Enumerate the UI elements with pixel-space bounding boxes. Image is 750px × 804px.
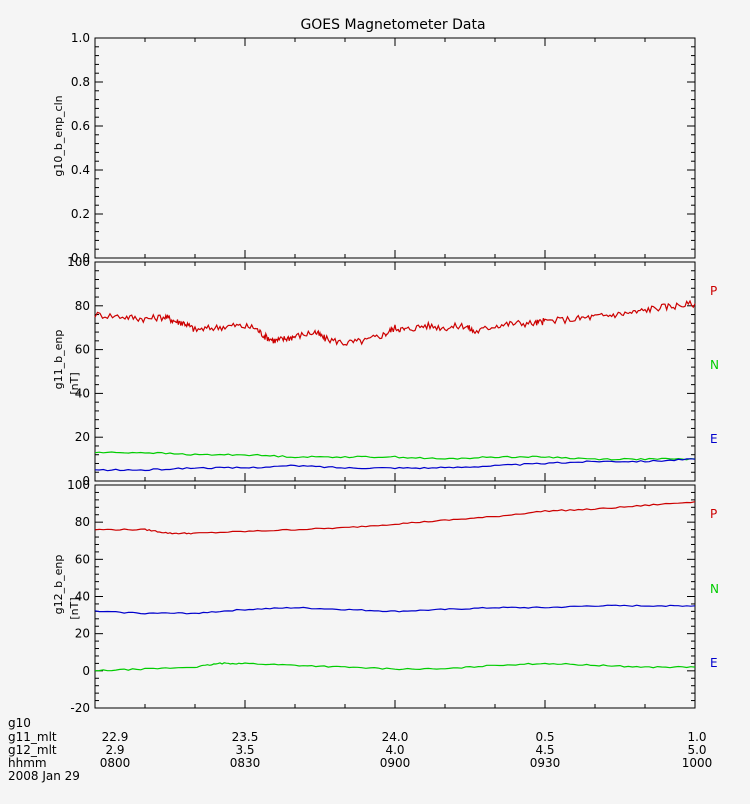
- y-tick-label: 40: [75, 590, 90, 604]
- footer-row-label: g11_mlt: [8, 730, 57, 744]
- y-tick-label: 0.8: [71, 75, 90, 89]
- y-tick-label: 0.0: [71, 251, 90, 265]
- legend-label-p: P: [710, 284, 717, 298]
- y-tick-label: 0.2: [71, 207, 90, 221]
- plot-frame: [94, 37, 696, 259]
- footer-date: 2008 Jan 29: [8, 769, 80, 783]
- footer-value: 1.0: [687, 730, 706, 744]
- panel-3: -20 0 20 40 60 80 100 g12_b_enp [nT] P N E: [52, 478, 719, 715]
- y-tick-label: 0: [82, 664, 90, 678]
- series-line-e: [94, 604, 696, 615]
- footer-value: 5.0: [687, 743, 706, 757]
- plot-frame: [94, 484, 696, 709]
- series-line-p: [94, 299, 696, 346]
- footer-value: 0.5: [535, 730, 554, 744]
- legend-label-n: N: [710, 582, 719, 596]
- panel-2: 0 20 40 60 80 100 g11_b_enp [nT] P N E: [52, 255, 719, 488]
- footer-value: 2.9: [105, 743, 124, 757]
- panel-1: 0.0 0.2 0.4 0.6 0.8 1.0 g10_b_enp_cln: [52, 31, 696, 265]
- footer-value: 23.5: [232, 730, 259, 744]
- y-axis-unit: [nT]: [68, 372, 81, 394]
- footer-value: 1000: [682, 756, 713, 770]
- y-tick-label: 100: [67, 478, 90, 492]
- y-axis-unit: [nT]: [68, 597, 81, 619]
- legend-label-e: E: [710, 656, 718, 670]
- panels: 0.0 0.2 0.4 0.6 0.8 1.0 g10_b_enp_cln 0 20 40 60 80…: [52, 31, 719, 715]
- series-line-n: [94, 451, 696, 461]
- y-tick-label: 80: [75, 515, 90, 529]
- y-tick-label: -20: [70, 701, 90, 715]
- legend-label-p: P: [710, 507, 717, 521]
- y-tick-label: 20: [75, 627, 90, 641]
- plot-frame: [94, 261, 696, 482]
- footer-value: 0930: [530, 756, 561, 770]
- footer-value: 3.5: [235, 743, 254, 757]
- series-line-p: [94, 501, 696, 535]
- y-tick-label: 0.4: [71, 163, 90, 177]
- footer-value: 22.9: [102, 730, 129, 744]
- y-tick-label: 20: [75, 430, 90, 444]
- y-tick-label: 100: [67, 255, 90, 269]
- footer-value: 0900: [380, 756, 411, 770]
- y-tick-label: 0: [82, 474, 90, 488]
- y-tick-label: 80: [75, 299, 90, 313]
- footer-row-label: hhmm: [8, 756, 47, 770]
- legend-label-n: N: [710, 358, 719, 372]
- y-tick-label: 60: [75, 552, 90, 566]
- y-axis-label: g12_b_enp: [52, 555, 65, 615]
- footer-value: 4.5: [535, 743, 554, 757]
- series-line-n: [94, 662, 696, 672]
- y-tick-label: 0.6: [71, 119, 90, 133]
- footer-value: 0800: [100, 756, 131, 770]
- footer-row-label: g12_mlt: [8, 743, 57, 757]
- chart-title: GOES Magnetometer Data: [300, 17, 485, 33]
- series-line-e: [94, 458, 696, 472]
- footer-value: 0830: [230, 756, 261, 770]
- y-tick-label: 40: [75, 386, 90, 400]
- y-axis-label: g10_b_enp_cln: [52, 95, 65, 176]
- footer-value: 24.0: [382, 730, 409, 744]
- legend-label-e: E: [710, 432, 718, 446]
- y-tick-label: 60: [75, 343, 90, 357]
- y-axis-label: g11_b_enp: [52, 330, 65, 390]
- footer-value: 4.0: [385, 743, 404, 757]
- footer-row-label: g10: [8, 716, 31, 730]
- y-tick-label: 1.0: [71, 31, 90, 45]
